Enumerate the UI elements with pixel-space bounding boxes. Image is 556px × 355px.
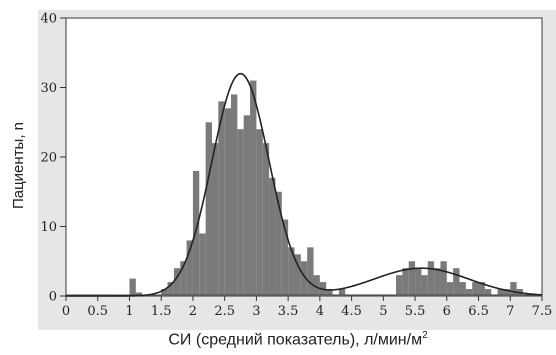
histogram-bar xyxy=(503,289,511,296)
histogram-bar xyxy=(180,261,187,296)
fit-curve xyxy=(66,72,543,297)
histogram-bar xyxy=(211,143,219,296)
x-axis-label: СИ (средний показатель), л/мин/м xyxy=(168,331,423,349)
x-tick-label: 2 xyxy=(189,304,197,319)
y-tick-label: 30 xyxy=(40,81,57,96)
y-tick-label: 0 xyxy=(49,290,57,305)
histogram-bar xyxy=(262,143,270,296)
histogram-bar xyxy=(510,282,517,296)
x-axis: 0 0.5 1 1.5 2 2.5 3 3.5 4 4.5 5 5.5 6 6.5 7 7.5 xyxy=(62,296,552,319)
histogram-bar xyxy=(453,268,460,296)
histogram-bar xyxy=(408,261,416,296)
y-axis: 0 10 20 30 40 xyxy=(40,12,66,305)
x-axis-label-superscript: 2 xyxy=(422,330,428,341)
histogram-bar xyxy=(129,278,136,297)
x-tick-label: 0 xyxy=(62,304,70,319)
x-tick-label: 1.5 xyxy=(151,304,172,319)
x-tick-label: 0.5 xyxy=(87,304,108,319)
histogram-bar xyxy=(250,80,257,296)
histogram-bar xyxy=(484,289,492,296)
histogram-bar xyxy=(396,275,403,296)
histogram-bar xyxy=(218,101,225,297)
histogram-bar xyxy=(300,261,308,296)
histogram-bar xyxy=(269,177,276,296)
histogram-bar xyxy=(173,268,181,296)
histogram-bar xyxy=(186,240,193,296)
x-tick-label: 1 xyxy=(125,304,133,319)
x-tick-label: 3 xyxy=(252,304,260,319)
histogram-bar xyxy=(294,254,301,296)
histogram-bar xyxy=(161,289,168,296)
histogram-bar xyxy=(167,282,174,296)
x-tick-label: 2.5 xyxy=(214,304,235,319)
histogram-bar xyxy=(307,247,314,296)
histogram-bar xyxy=(434,268,441,296)
y-axis-label-wrap: Пациенты, n xyxy=(4,0,34,330)
histogram-bar xyxy=(135,292,143,296)
histogram-bar xyxy=(288,247,295,296)
histogram-bar xyxy=(326,289,333,296)
y-axis-label: Пациенты, n xyxy=(10,121,28,209)
x-tick-label: 3.5 xyxy=(278,304,299,319)
x-tick-label: 6 xyxy=(443,304,451,319)
histogram-bar xyxy=(427,261,435,296)
histogram-bar xyxy=(256,129,263,296)
x-tick-label: 5 xyxy=(379,304,387,319)
histogram-bar xyxy=(275,191,282,296)
y-tick-label: 40 xyxy=(40,12,57,27)
x-tick-label: 4 xyxy=(316,304,324,319)
histogram-bar xyxy=(192,170,200,296)
x-tick-label: 6.5 xyxy=(468,304,489,319)
histogram-bar xyxy=(231,94,238,296)
histogram-bar xyxy=(415,268,422,296)
histogram-bar xyxy=(243,115,251,296)
x-tick-label: 4.5 xyxy=(341,304,362,319)
histogram-bars xyxy=(66,80,542,297)
histogram-bar xyxy=(402,268,409,296)
histogram-bar xyxy=(224,108,232,296)
plot-area xyxy=(65,17,543,297)
x-tick-label: 7.5 xyxy=(532,304,553,319)
histogram-bar xyxy=(237,129,244,296)
histogram-bar xyxy=(497,289,504,296)
x-axis-label-wrap: СИ (средний показатель), л/мин/м2 xyxy=(40,330,556,349)
histogram-bar xyxy=(446,282,454,296)
histogram-bar xyxy=(281,219,289,296)
y-tick-label: 20 xyxy=(40,151,57,166)
x-tick-label: 7 xyxy=(506,304,514,319)
histogram-bar xyxy=(472,282,479,296)
histogram-bar xyxy=(313,275,320,296)
histogram-bar xyxy=(478,282,485,296)
histogram-bar xyxy=(440,261,447,296)
histogram-bar xyxy=(465,289,473,296)
histogram-bar xyxy=(338,289,346,296)
histogram-bar xyxy=(459,282,466,296)
x-tick-label: 5.5 xyxy=(405,304,426,319)
y-tick-label: 10 xyxy=(40,220,57,235)
histogram-bar xyxy=(421,275,428,296)
histogram-bar xyxy=(205,122,212,296)
histogram-bar xyxy=(199,233,206,296)
